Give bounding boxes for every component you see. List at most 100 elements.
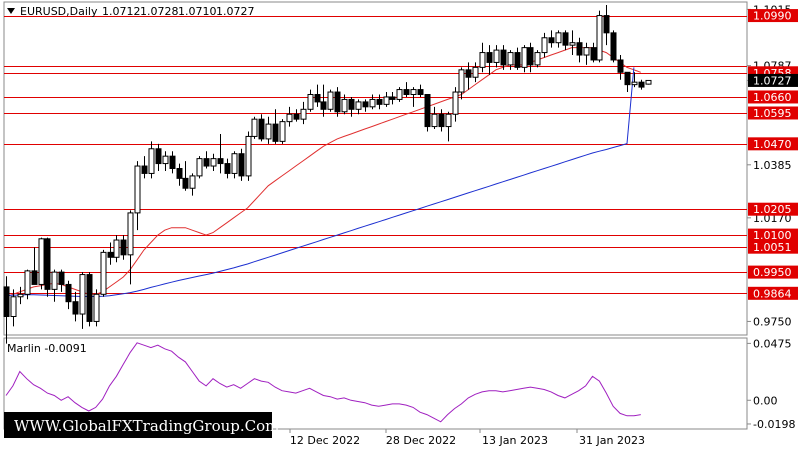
level-tag <box>748 137 798 151</box>
candle <box>31 247 38 285</box>
candle <box>93 289 100 327</box>
candle <box>527 42 534 73</box>
level-tag-label: 0.9864 <box>753 287 792 300</box>
candle <box>224 158 231 179</box>
candle-body <box>486 52 493 63</box>
osc-tick-label: -0.0198 <box>753 418 795 431</box>
candle <box>196 156 203 179</box>
candle-body <box>231 153 238 174</box>
candle <box>44 237 51 297</box>
candle <box>424 94 431 132</box>
candle-body <box>507 52 514 66</box>
level-tag-label: 1.0470 <box>753 138 792 151</box>
candle-body <box>631 81 638 86</box>
current-price-tag-label: 1.0727 <box>753 74 792 87</box>
candle-body <box>493 49 500 63</box>
candle <box>334 87 341 117</box>
candle <box>555 30 562 48</box>
time-axis: 12 Dec 2022 28 Dec 2022 13 Jan 2023 31 Jan … <box>289 429 645 447</box>
candle <box>590 42 597 63</box>
candle <box>507 50 514 70</box>
candle-body <box>438 113 445 128</box>
candle-body <box>562 32 569 46</box>
candle-body <box>645 79 652 85</box>
candle <box>458 67 465 100</box>
candle <box>610 30 617 63</box>
candle-body <box>162 155 169 165</box>
candle-body <box>44 238 51 290</box>
level-tag-label: 0.9950 <box>753 266 792 279</box>
candle-body <box>238 153 245 177</box>
candle-body <box>569 42 576 46</box>
candle-body <box>79 274 86 315</box>
candle-body <box>472 66 479 78</box>
candle <box>148 141 155 179</box>
candle <box>383 92 390 107</box>
candle <box>279 119 286 144</box>
candle-body <box>120 239 127 256</box>
candle <box>58 269 65 292</box>
candle <box>120 235 127 260</box>
candle <box>403 82 410 97</box>
candle-body <box>603 15 610 34</box>
candle <box>521 45 528 73</box>
candle-body <box>527 47 534 66</box>
candle-body <box>258 118 265 140</box>
price-tick-label: 0.9750 <box>753 315 792 328</box>
candle-body <box>617 59 624 73</box>
candle-body <box>286 113 293 123</box>
candle-body <box>320 101 327 110</box>
candle <box>355 99 362 115</box>
candle-body <box>624 71 631 86</box>
level-tag <box>748 90 798 104</box>
chart-header-low: 1.0710 <box>178 5 217 18</box>
candle-body <box>169 155 176 170</box>
level-tag-label: 1.0660 <box>753 91 792 104</box>
candle-body <box>196 158 203 177</box>
candle <box>617 55 624 80</box>
candle <box>493 45 500 68</box>
candle-body <box>51 271 58 290</box>
candle-body <box>189 175 196 189</box>
level-tag <box>748 265 798 279</box>
candle <box>3 276 10 344</box>
dropdown-triangle-icon[interactable] <box>7 8 15 14</box>
candle <box>320 84 327 117</box>
candle <box>169 151 176 174</box>
candle <box>431 106 438 130</box>
watermark-box <box>4 412 272 438</box>
candle <box>79 272 86 329</box>
candle-body <box>251 118 258 137</box>
candle <box>141 156 148 179</box>
candle-body <box>24 270 31 295</box>
candle-body <box>479 52 486 68</box>
candle <box>314 84 321 107</box>
candle <box>17 286 24 305</box>
candle <box>452 87 459 122</box>
candle-body <box>452 91 459 115</box>
candle-body <box>134 165 141 214</box>
candle <box>24 269 31 300</box>
candle-body <box>334 91 341 113</box>
candle <box>189 173 196 196</box>
candle <box>341 94 348 115</box>
candle <box>134 161 141 231</box>
blue-ma-line <box>5 67 635 297</box>
candle-body <box>548 37 555 44</box>
candle <box>479 42 486 73</box>
candle <box>327 89 334 112</box>
candle <box>107 242 114 265</box>
candle-body <box>31 270 38 285</box>
candle-body <box>389 96 396 100</box>
candle <box>596 10 603 63</box>
candle <box>155 143 162 171</box>
candle-body <box>638 81 645 88</box>
candle-body <box>417 89 424 95</box>
chart-header-symbol: EURUSD,Daily <box>20 5 98 18</box>
candle-body <box>555 32 562 44</box>
level-tag <box>748 228 798 242</box>
level-tag-label: 1.0100 <box>753 229 792 242</box>
level-tag-label: 1.0595 <box>753 107 792 120</box>
level-tag-label: 1.0051 <box>753 241 792 254</box>
candle <box>389 92 396 105</box>
